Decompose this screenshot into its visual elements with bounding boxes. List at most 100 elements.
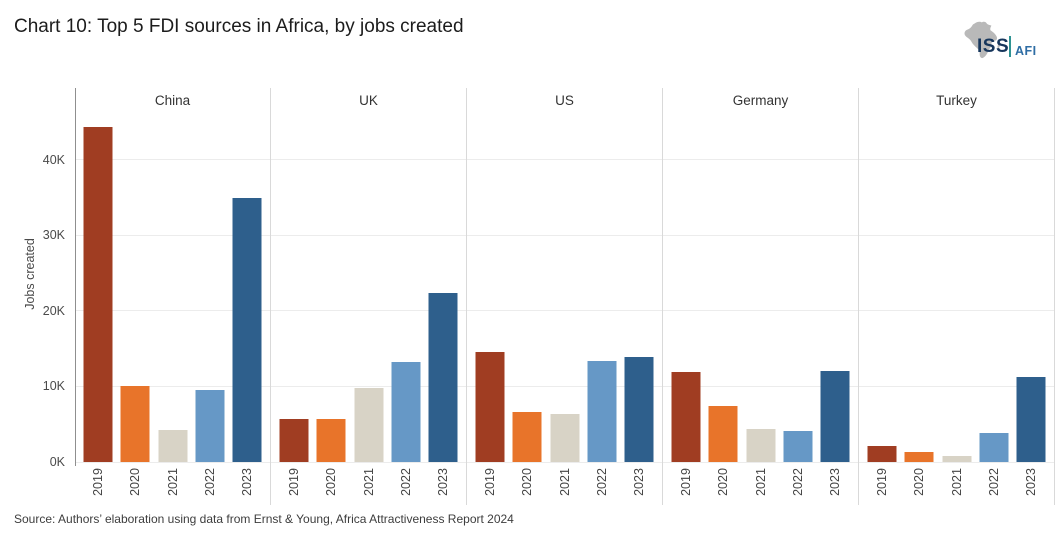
bar-uk-2019 [279, 418, 309, 462]
bar-uk-2020 [316, 418, 346, 462]
bar-us-2021 [550, 413, 580, 462]
facet-bars: 2019 2020 2021 2022 2023 [663, 88, 858, 496]
bar-slot: 2023 [817, 88, 854, 496]
logo-unit-text: AFI [1015, 44, 1037, 58]
x-tick-label: 2019 [874, 468, 889, 496]
africa-map-icon [964, 21, 1000, 59]
bar-slot: 2021 [546, 88, 583, 496]
logo-org-text: ISS [977, 36, 1010, 57]
x-tick-label: 2022 [398, 468, 413, 496]
bar-slot: 2020 [116, 88, 153, 496]
x-tick-label: 2023 [828, 468, 843, 496]
logo-divider [1009, 36, 1011, 57]
bar-us-2020 [512, 412, 542, 462]
bar-slot: 2023 [1013, 88, 1050, 496]
facet-title: UK [359, 93, 378, 108]
bar-slot: 2022 [387, 88, 424, 496]
bar-slot: 2022 [583, 88, 620, 496]
bar-slot: 2019 [667, 88, 704, 496]
x-tick-label: 2020 [128, 468, 143, 496]
bar-slot: 2020 [508, 88, 545, 496]
bar-uk-2022 [391, 362, 421, 462]
facet-panel-us: US 2019 2020 2021 2022 2023 [467, 88, 663, 505]
bar-slot: 2022 [779, 88, 816, 496]
bar-uk-2023 [428, 292, 458, 462]
x-tick-label: 2020 [520, 468, 535, 496]
gridline [75, 310, 1055, 312]
x-tick-label: 2020 [716, 468, 731, 496]
x-tick-label: 2023 [436, 468, 451, 496]
x-tick-label: 2023 [1024, 468, 1039, 496]
x-tick-label: 2022 [986, 468, 1001, 496]
bar-slot: 2021 [742, 88, 779, 496]
bar-turkey-2019 [867, 446, 897, 462]
x-tick-label: 2021 [949, 468, 964, 496]
bar-slot: 2019 [471, 88, 508, 496]
x-tick-label: 2021 [753, 468, 768, 496]
x-tick-label: 2021 [361, 468, 376, 496]
y-tick-label: 30K [42, 228, 65, 243]
bar-us-2022 [587, 360, 617, 462]
iss-afi-logo: ISS AFI [955, 16, 1055, 64]
facet-bars: 2019 2020 2021 2022 2023 [467, 88, 662, 496]
bar-turkey-2021 [942, 456, 972, 462]
bar-slot: 2023 [229, 88, 266, 496]
gridline [75, 461, 1055, 463]
x-tick-label: 2020 [912, 468, 927, 496]
x-tick-label: 2023 [240, 468, 255, 496]
bar-germany-2020 [708, 406, 738, 462]
gridline [75, 234, 1055, 236]
bar-turkey-2023 [1016, 376, 1046, 462]
y-tick-label: 10K [42, 379, 65, 394]
chart-title: Chart 10: Top 5 FDI sources in Africa, b… [14, 16, 464, 37]
x-tick-label: 2021 [165, 468, 180, 496]
x-tick-label: 2020 [324, 468, 339, 496]
bar-us-2019 [475, 352, 505, 462]
facet-title: China [154, 93, 191, 108]
bar-slot: 2023 [621, 88, 658, 496]
bar-china-2019 [83, 127, 113, 462]
bar-slot: 2021 [350, 88, 387, 496]
gridline [75, 159, 1055, 161]
facet-panel-china: China 2019 2020 2021 2022 2023 [75, 88, 271, 505]
facet-title: Germany [732, 93, 789, 108]
x-tick-label: 2022 [790, 468, 805, 496]
source-note: Source: Authors’ elaboration using data … [14, 512, 514, 526]
bar-slot: 2019 [79, 88, 116, 496]
bar-slot: 2020 [312, 88, 349, 496]
bar-slot: 2023 [425, 88, 462, 496]
gridline [75, 385, 1055, 387]
x-tick-label: 2021 [557, 468, 572, 496]
bar-slot: 2020 [704, 88, 741, 496]
bar-slot: 2019 [275, 88, 312, 496]
facet-title: US [555, 93, 574, 108]
x-tick-label: 2019 [678, 468, 693, 496]
facet-title: Turkey [936, 93, 977, 108]
facet-panels: China 2019 2020 2021 2022 2023 UK 2019 2020 2021 2… [75, 88, 1055, 505]
facet-panel-germany: Germany 2019 2020 2021 2022 2023 [663, 88, 859, 505]
bar-china-2020 [120, 385, 150, 462]
x-tick-label: 2019 [286, 468, 301, 496]
facet-bars: 2019 2020 2021 2022 2023 [75, 88, 270, 496]
bar-china-2023 [232, 198, 262, 462]
y-tick-label: 0K [49, 455, 65, 469]
facet-bars: 2019 2020 2021 2022 2023 [271, 88, 466, 496]
bar-slot: 2022 [191, 88, 228, 496]
facet-panel-turkey: Turkey 2019 2020 2021 2022 2023 [859, 88, 1055, 505]
bar-slot: 2022 [975, 88, 1012, 496]
bar-turkey-2020 [904, 452, 934, 462]
bar-uk-2021 [354, 388, 384, 462]
gridlines [75, 88, 1055, 463]
bar-germany-2021 [746, 428, 776, 462]
bar-slot: 2020 [900, 88, 937, 496]
x-tick-label: 2019 [90, 468, 105, 496]
facet-panel-uk: UK 2019 2020 2021 2022 2023 [271, 88, 467, 505]
bar-slot: 2021 [938, 88, 975, 496]
facet-bars: 2019 2020 2021 2022 2023 [859, 88, 1054, 496]
bar-slot: 2019 [863, 88, 900, 496]
y-tick-label: 20K [42, 303, 65, 318]
x-tick-label: 2022 [594, 468, 609, 496]
bar-slot: 2021 [154, 88, 191, 496]
y-axis-line [75, 88, 76, 466]
